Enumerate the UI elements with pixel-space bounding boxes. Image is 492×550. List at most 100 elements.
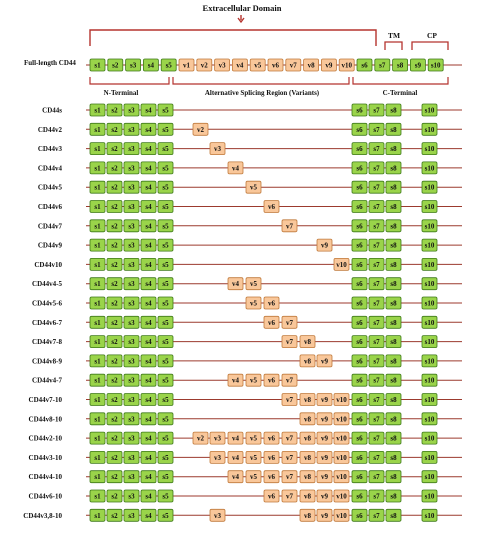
exon-box — [157, 431, 174, 445]
full-exon-v10: v10 — [338, 58, 355, 72]
exon-box — [89, 180, 106, 194]
exon-box — [157, 161, 174, 175]
exon-box — [89, 103, 106, 117]
exon-label: s3 — [128, 493, 135, 501]
row-exon-s5: s5 — [157, 412, 174, 426]
exon-box — [140, 180, 157, 194]
exon-box — [140, 122, 157, 136]
row-exon-s2: s2 — [106, 238, 123, 252]
full-exon-s5: s5 — [160, 58, 177, 72]
exon-label: s5 — [162, 300, 169, 308]
exon-box — [303, 58, 320, 72]
exon-box — [209, 431, 226, 445]
exon-label: v5 — [250, 300, 258, 308]
exon-label: s8 — [390, 145, 397, 153]
exon-box — [368, 238, 385, 252]
isoform-row: CD44v7-10 s1 s2 s3 s4 s5 v7 v8 v9 v10 s6 s7 s8 s10 — [29, 393, 462, 406]
row-exon-s3: s3 — [123, 142, 140, 156]
exon-box — [351, 373, 368, 387]
exon-label: s2 — [111, 261, 118, 269]
exon-box — [157, 103, 174, 117]
row-exon-v6: v6 — [263, 200, 280, 213]
exon-box — [368, 450, 385, 464]
exon-label: s7 — [373, 126, 380, 134]
row-exon-s6: s6 — [351, 122, 368, 136]
exon-label: s10 — [425, 261, 435, 269]
row-exon-s3: s3 — [123, 373, 140, 387]
exon-label: s8 — [390, 203, 397, 211]
exon-box — [106, 296, 123, 310]
exon-label: s7 — [373, 396, 380, 404]
row-exon-s10: s10 — [421, 257, 438, 271]
row-exon-s4: s4 — [140, 277, 157, 291]
exon-box — [123, 450, 140, 464]
exon-box — [281, 450, 298, 464]
exon-box — [178, 58, 195, 72]
exon-box — [157, 354, 174, 368]
exon-label: s10 — [425, 493, 435, 501]
exon-box — [351, 335, 368, 349]
row-exon-v8: v8 — [299, 412, 316, 426]
row-exon-v6: v6 — [263, 450, 280, 464]
exon-box — [140, 354, 157, 368]
exon-box — [106, 161, 123, 175]
exon-label: s1 — [94, 261, 101, 269]
exon-label: s3 — [128, 473, 135, 481]
exon-box — [421, 489, 438, 503]
row-exon-s4: s4 — [140, 257, 157, 271]
exon-label: s7 — [373, 300, 380, 308]
exon-box — [157, 489, 174, 503]
row-exon-s7: s7 — [368, 161, 385, 175]
exon-box — [157, 200, 174, 213]
exon-box — [421, 142, 438, 156]
row-exon-s1: s1 — [89, 200, 106, 213]
exon-label: s6 — [356, 319, 363, 327]
exon-label: v3 — [214, 145, 222, 153]
exon-label: s2 — [111, 300, 118, 308]
exon-label: s2 — [111, 454, 118, 462]
row-exon-s3: s3 — [123, 489, 140, 503]
exon-box — [89, 450, 106, 464]
exon-label: v2 — [197, 126, 205, 134]
row-exon-v6: v6 — [263, 470, 280, 484]
row-exon-s5: s5 — [157, 238, 174, 252]
row-exon-s3: s3 — [123, 335, 140, 349]
exon-box — [385, 296, 402, 310]
exon-box — [245, 450, 262, 464]
row-exon-s8: s8 — [385, 103, 402, 117]
exon-box — [351, 315, 368, 329]
exon-label: v4 — [232, 377, 240, 385]
exon-label: s1 — [94, 184, 101, 192]
exon-box — [421, 200, 438, 213]
exon-box — [89, 219, 106, 233]
exon-label: v8 — [304, 493, 312, 501]
exon-label: s5 — [162, 222, 169, 230]
row-exon-s3: s3 — [123, 508, 140, 522]
exon-label: s4 — [145, 338, 152, 346]
exon-box — [106, 219, 123, 233]
exon-label: s6 — [356, 435, 363, 443]
full-exon-s8: s8 — [392, 58, 409, 72]
exon-label: s2 — [111, 338, 118, 346]
exon-label: s8 — [390, 261, 397, 269]
row-exon-s4: s4 — [140, 508, 157, 522]
exon-label: s3 — [128, 357, 135, 365]
exon-box — [351, 161, 368, 175]
exon-box — [140, 238, 157, 252]
exon-box — [427, 58, 444, 72]
exon-box — [374, 58, 391, 72]
row-exon-s2: s2 — [106, 450, 123, 464]
exon-box — [123, 431, 140, 445]
exon-box — [263, 296, 280, 310]
exon-box — [89, 161, 106, 175]
exon-box — [385, 412, 402, 426]
row-exon-s5: s5 — [157, 393, 174, 406]
row-exon-s4: s4 — [140, 296, 157, 310]
full-exon-v7: v7 — [285, 58, 302, 72]
isoform-label: CD44v4 — [38, 164, 63, 172]
exon-box — [140, 508, 157, 522]
exon-label: s2 — [111, 203, 118, 211]
exon-label: v9 — [321, 357, 329, 365]
exon-box — [351, 103, 368, 117]
exon-box — [157, 508, 174, 522]
